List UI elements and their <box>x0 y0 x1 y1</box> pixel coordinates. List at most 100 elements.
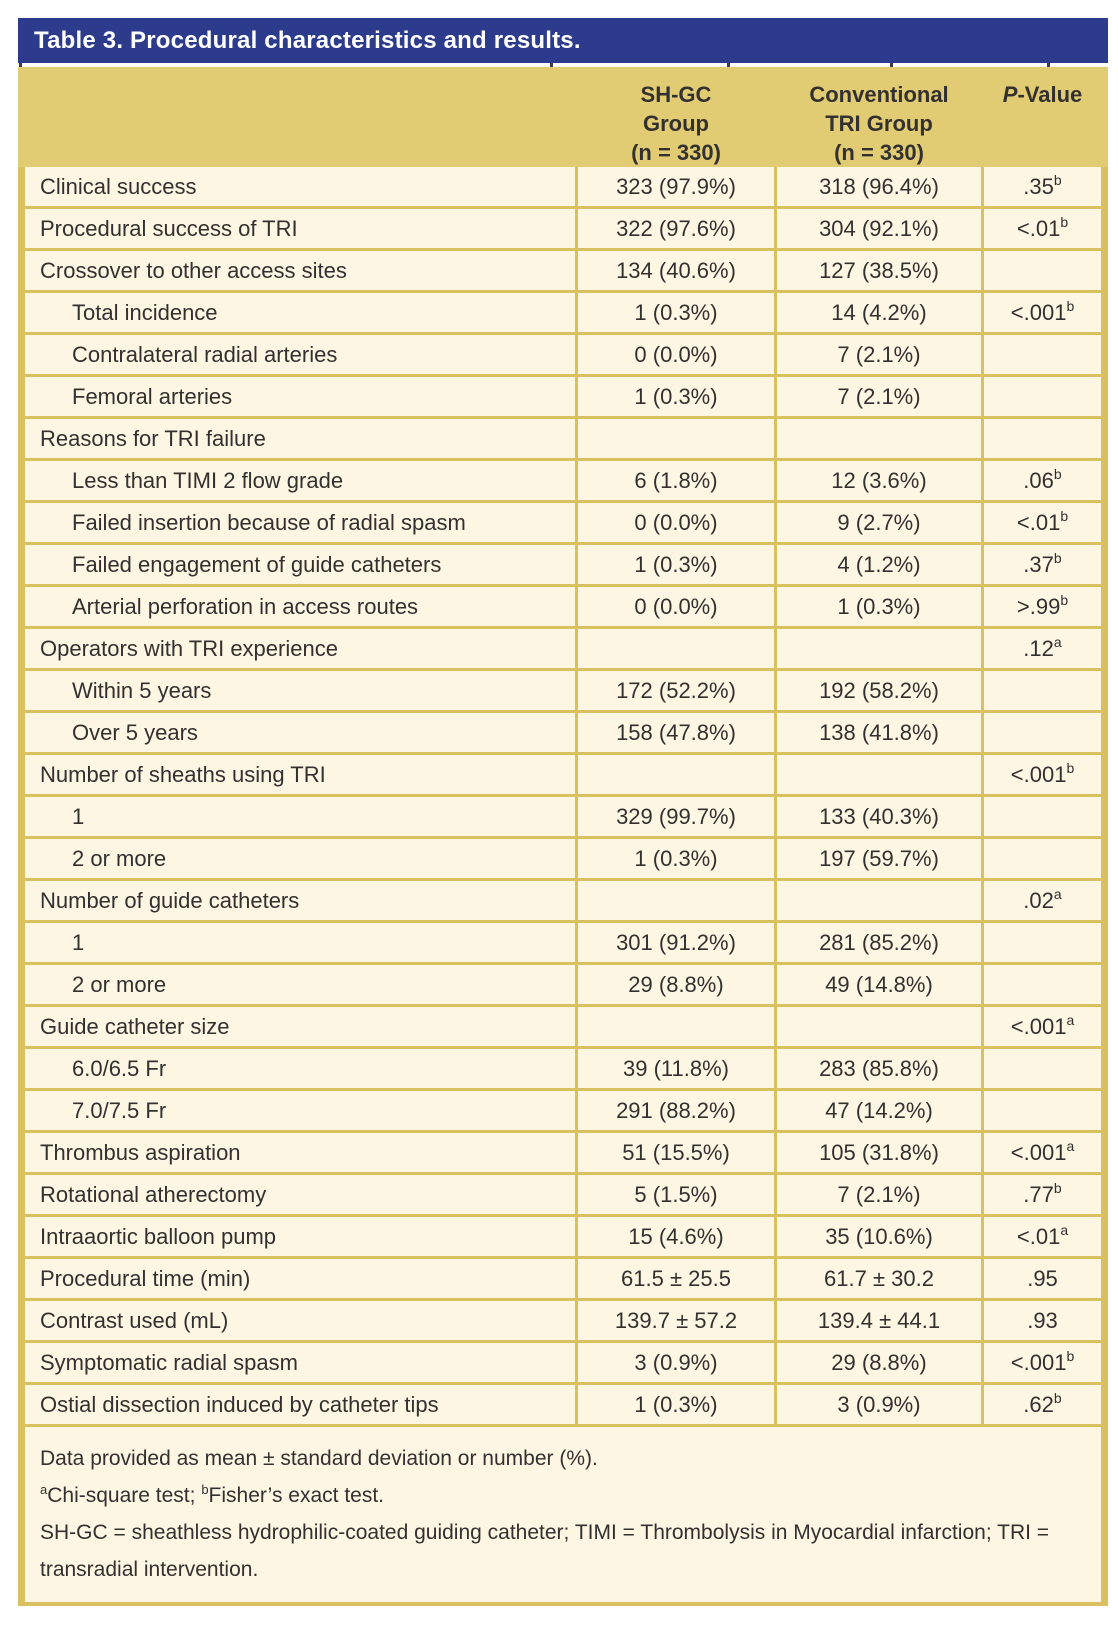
row-label-cell: Number of guide catheters <box>25 881 575 920</box>
row-label-cell: Femoral arteries <box>25 377 575 416</box>
table-row: Procedural time (min) 61.5 ± 25.5 61.7 ± 3… <box>25 1259 1101 1298</box>
row-label-cell: Guide catheter size <box>25 1007 575 1046</box>
p-value-cell <box>984 251 1101 290</box>
row-label-cell: Procedural success of TRI <box>25 209 575 248</box>
shgc-value-cell: 1 (0.3%) <box>578 1385 774 1424</box>
p-value-cell: <.01 a <box>984 1217 1101 1256</box>
p-value-cell: .77 b <box>984 1175 1101 1214</box>
tick-mark <box>1047 63 1050 67</box>
conventional-value-cell: 1 (0.3%) <box>777 587 981 626</box>
conventional-value-cell: 192 (58.2%) <box>777 671 981 710</box>
conventional-value-cell: 105 (31.8%) <box>777 1133 981 1172</box>
shgc-value-cell <box>578 1007 774 1046</box>
p-value-cell: .35 b <box>984 167 1101 206</box>
row-label-cell: Symptomatic radial spasm <box>25 1343 575 1382</box>
p-value-cell: <.01 b <box>984 209 1101 248</box>
p-value-cell <box>984 419 1101 458</box>
table-row: Number of guide catheters .02 a <box>25 881 1101 920</box>
conventional-value-cell: 133 (40.3%) <box>777 797 981 836</box>
conventional-value-cell <box>777 419 981 458</box>
p-value-cell <box>984 797 1101 836</box>
p-value-cell <box>984 839 1101 878</box>
p-value-cell <box>984 713 1101 752</box>
shgc-value-cell <box>578 419 774 458</box>
table-row: Symptomatic radial spasm 3 (0.9%) 29 (8.8%… <box>25 1343 1101 1382</box>
conventional-value-cell: 61.7 ± 30.2 <box>777 1259 981 1298</box>
table-row: Arterial perforation in access routes 0 (… <box>25 587 1101 626</box>
conventional-value-cell <box>777 755 981 794</box>
header-line: Group <box>643 111 709 136</box>
table-row: Thrombus aspiration 51 (15.5%) 105 (31.8%)… <box>25 1133 1101 1172</box>
p-value-cell: <.001 b <box>984 293 1101 332</box>
p-value-cell <box>984 923 1101 962</box>
shgc-value-cell: 158 (47.8%) <box>578 713 774 752</box>
footnote-marker: b <box>1053 171 1062 188</box>
shgc-value-cell: 0 (0.0%) <box>578 587 774 626</box>
row-label-cell: Within 5 years <box>25 671 575 710</box>
row-label-cell: Thrombus aspiration <box>25 1133 575 1172</box>
row-label-cell: Crossover to other access sites <box>25 251 575 290</box>
footnote-marker: a <box>1066 1011 1075 1028</box>
shgc-value-cell: 61.5 ± 25.5 <box>578 1259 774 1298</box>
conventional-value-cell: 14 (4.2%) <box>777 293 981 332</box>
p-value-cell: .93 <box>984 1301 1101 1340</box>
footnote-marker: b <box>1053 465 1062 482</box>
shgc-value-cell <box>578 881 774 920</box>
p-value-text: <.01 <box>1016 509 1061 535</box>
row-label-cell: Arterial perforation in access routes <box>25 587 575 626</box>
table-row: Number of sheaths using TRI <.001 b <box>25 755 1101 794</box>
conventional-value-cell: 283 (85.8%) <box>777 1049 981 1088</box>
footnote-marker: a <box>1066 1137 1075 1154</box>
footnote-marker: b <box>1060 213 1069 230</box>
footnote-marker: b <box>1053 1389 1062 1406</box>
conventional-value-cell <box>777 629 981 668</box>
table-row: 2 or more 1 (0.3%) 197 (59.7%) <box>25 839 1101 878</box>
tick-mark <box>890 63 893 67</box>
p-value-text: .12 <box>1023 635 1054 661</box>
p-value-text: .95 <box>1027 1265 1058 1291</box>
row-label-cell: Intraaortic balloon pump <box>25 1217 575 1256</box>
conventional-value-cell: 197 (59.7%) <box>777 839 981 878</box>
header-line: (n = 330) <box>834 140 924 165</box>
p-value-cell: .06 b <box>984 461 1101 500</box>
p-value-text: <.001 <box>1010 1013 1067 1039</box>
row-label-cell: Procedural time (min) <box>25 1259 575 1298</box>
row-label-cell: Failed insertion because of radial spasm <box>25 503 575 542</box>
footnote-abbreviations: SH-GC = sheathless hydrophilic-coated gu… <box>40 1521 1050 1581</box>
p-value-cell <box>984 335 1101 374</box>
shgc-value-cell: 291 (88.2%) <box>578 1091 774 1130</box>
footnote-data-note: Data provided as mean ± standard deviati… <box>40 1447 598 1470</box>
table-row: Contrast used (mL) 139.7 ± 57.2 139.4 ± 44… <box>25 1301 1101 1340</box>
shgc-value-cell: 51 (15.5%) <box>578 1133 774 1172</box>
p-value-cell: .12 a <box>984 629 1101 668</box>
p-value-cell: <.001 b <box>984 1343 1101 1382</box>
p-value-cell: <.001 b <box>984 755 1101 794</box>
footnote-marker: b <box>1060 591 1069 608</box>
row-label-cell: Operators with TRI experience <box>25 629 575 668</box>
p-value-text: <.001 <box>1010 761 1067 787</box>
table-title-bar: Table 3. Procedural characteristics and … <box>18 18 1108 63</box>
conventional-value-cell: 281 (85.2%) <box>777 923 981 962</box>
conventional-value-cell: 139.4 ± 44.1 <box>777 1301 981 1340</box>
p-value-text: .93 <box>1027 1307 1058 1333</box>
table-row: Rotational atherectomy 5 (1.5%) 7 (2.1%) .7… <box>25 1175 1101 1214</box>
table-row: Guide catheter size <.001 a <box>25 1007 1101 1046</box>
p-value-cell <box>984 1049 1101 1088</box>
p-value-cell <box>984 377 1101 416</box>
shgc-value-cell: 322 (97.6%) <box>578 209 774 248</box>
conventional-value-cell: 35 (10.6%) <box>777 1217 981 1256</box>
row-label-cell: Rotational atherectomy <box>25 1175 575 1214</box>
table-row: Femoral arteries 1 (0.3%) 7 (2.1%) <box>25 377 1101 416</box>
conventional-value-cell: 318 (96.4%) <box>777 167 981 206</box>
column-header-row: SH-GC Group (n = 330) Conventional TRI G… <box>18 67 1108 167</box>
header-line: SH-GC <box>640 82 712 107</box>
row-label-cell: Contralateral radial arteries <box>25 335 575 374</box>
conventional-value-cell <box>777 881 981 920</box>
header-line: TRI Group <box>825 111 933 136</box>
p-value-cell <box>984 1091 1101 1130</box>
shgc-value-cell: 3 (0.9%) <box>578 1343 774 1382</box>
conventional-value-cell: 4 (1.2%) <box>777 545 981 584</box>
row-label-cell: Over 5 years <box>25 713 575 752</box>
footnote-tests-note: aChi-square test; bFisher’s exact test. <box>40 1477 1085 1514</box>
